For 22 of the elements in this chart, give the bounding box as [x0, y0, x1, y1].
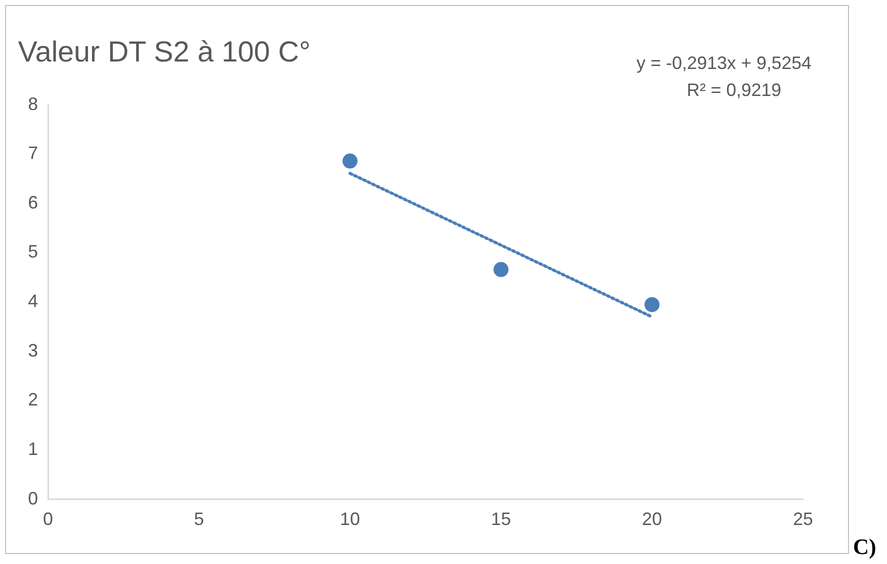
text: R² = 0,9219	[686, 80, 782, 100]
y-tick-label: 2	[28, 390, 38, 410]
point	[342, 154, 358, 169]
x-tick-label: 5	[194, 509, 204, 530]
y-tick-label: 6	[28, 192, 38, 212]
y-tick-label: 1	[28, 439, 38, 460]
y-tick-label: 8	[28, 94, 38, 114]
y-tick-label: 4	[28, 291, 38, 312]
chart-title: Valeur DT S2 à 100 C°	[18, 36, 311, 68]
y-tick-label: 0	[28, 488, 38, 508]
x-tick-label: 25	[792, 509, 814, 530]
point	[644, 297, 660, 312]
x-tick-label: 0	[43, 509, 54, 530]
x-tick-label: 10	[340, 509, 360, 530]
x-tick-label: 20	[642, 509, 662, 530]
y-tick-label: 5	[28, 242, 38, 262]
y-tick-label: 3	[28, 340, 38, 360]
text: C)	[853, 534, 876, 560]
y-tick-label: 7	[28, 143, 38, 164]
x-tick-label: 15	[490, 509, 512, 530]
point	[494, 262, 509, 278]
text: y = -0,2913x + 9,5254	[636, 53, 812, 73]
